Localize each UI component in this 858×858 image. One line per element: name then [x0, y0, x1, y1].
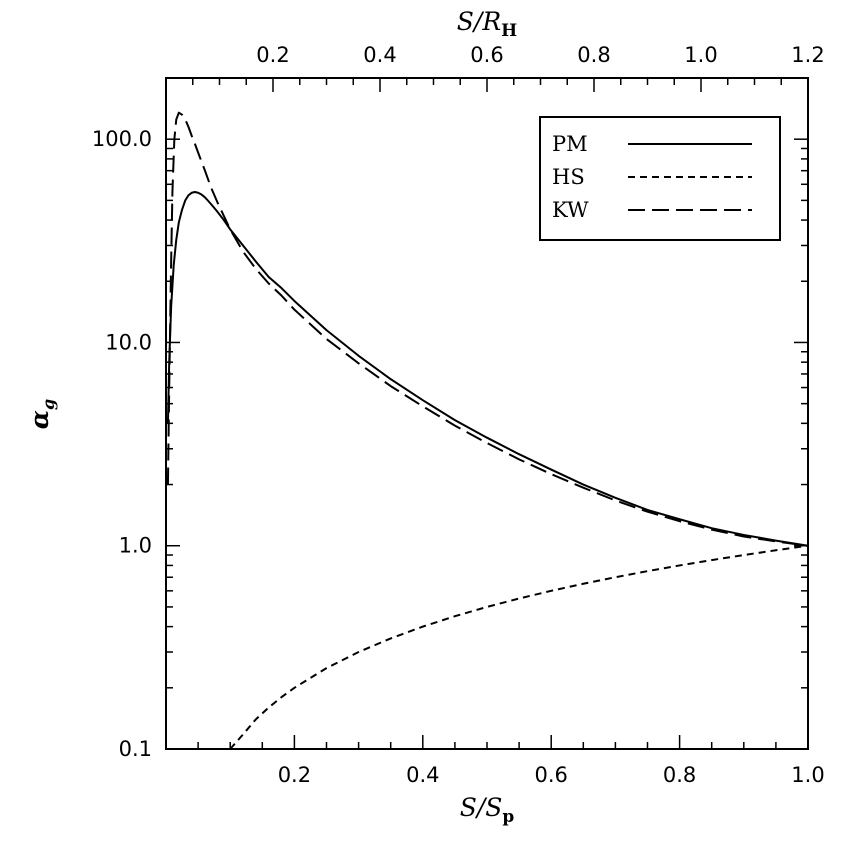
- x2-tick-label: 0.4: [363, 43, 396, 67]
- x2-tick-label: 0.6: [470, 43, 503, 67]
- y-axis-title-sub: g: [39, 399, 58, 410]
- series-line-hs: [229, 544, 809, 750]
- y-axis-title: αg: [25, 399, 58, 429]
- series-layer: [166, 111, 809, 750]
- y-axis-title-main: α: [25, 410, 54, 429]
- legend-label-hs: HS: [552, 165, 585, 189]
- x2-tick-label: 1.2: [791, 43, 824, 67]
- x-tick-label: 0.6: [534, 763, 567, 787]
- x2-tick-label: 0.8: [577, 43, 610, 67]
- x2-axis-title-main: S/R: [457, 7, 501, 36]
- y-tick-label: 100.0: [92, 127, 152, 151]
- series-line-pm: [166, 190, 809, 547]
- legend-box: [539, 116, 781, 241]
- x2-axis-title: S/RH: [457, 7, 517, 41]
- y-tick-label: 10.0: [105, 330, 152, 354]
- x2-tick-label: 0.2: [256, 43, 289, 67]
- x-axis-title: S/Sp: [460, 793, 515, 827]
- legend-label-pm: PM: [552, 132, 588, 156]
- y-tick-label: 0.1: [119, 737, 152, 761]
- x2-tick-label: 1.0: [684, 43, 717, 67]
- axis-tick-labels: 0.2 0.4 0.6 0.8 1.0 0.2 0.4 0.6 0.8 1.0 1.2 0.1 1.0 1…: [92, 43, 825, 787]
- axis-ticks: [166, 77, 808, 750]
- x-tick-label: 0.2: [278, 763, 311, 787]
- legend: PM HS KW: [539, 116, 781, 241]
- legend-label-kw: KW: [552, 198, 589, 222]
- x-tick-label: 0.8: [663, 763, 696, 787]
- series-line-kw: [166, 111, 809, 547]
- x-axis-title-sub: p: [502, 807, 514, 827]
- x-tick-label: 1.0: [791, 763, 824, 787]
- x-axis-title-main: S/S: [460, 793, 503, 822]
- x2-axis-title-sub: H: [501, 21, 517, 41]
- x-tick-label: 0.4: [406, 763, 439, 787]
- y-tick-label: 1.0: [119, 534, 152, 558]
